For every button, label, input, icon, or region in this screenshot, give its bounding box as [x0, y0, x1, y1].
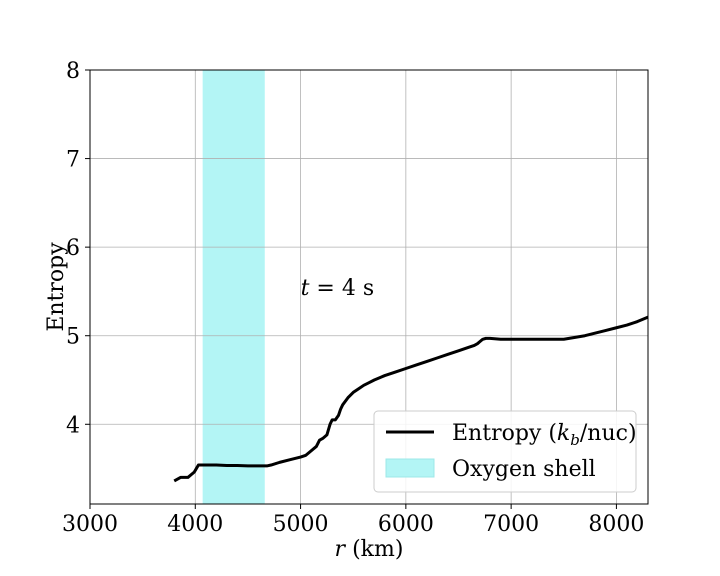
annotation-text: = 4 s	[309, 276, 374, 301]
legend-entropy-sym: k	[557, 421, 570, 446]
x-tick-label: 5000	[273, 512, 329, 537]
time-annotation: t = 4 s	[301, 276, 375, 301]
legend-box	[373, 410, 637, 493]
legend-entropy-main: Entropy (	[452, 421, 557, 446]
legend-entropy-sub: b	[570, 431, 580, 449]
y-tick-label: 5	[66, 325, 80, 350]
x-axis-label-var: r	[335, 537, 347, 562]
y-tick-label: 8	[66, 59, 80, 84]
y-axis-label: Entropy	[44, 242, 69, 332]
oxygen-shell-region	[202, 70, 265, 504]
x-tick-label: 3000	[62, 512, 118, 537]
x-tick-label: 4000	[167, 512, 223, 537]
annotation-var: t	[301, 276, 310, 301]
y-tick-label: 6	[66, 236, 80, 261]
legend: Entropy (kb/nuc) Oxygen shell	[373, 410, 637, 493]
y-tick-label: 7	[66, 148, 80, 173]
y-tick-label: 4	[66, 413, 80, 438]
y-axis-ticks: 4 5 6 7 8	[66, 59, 90, 438]
x-tick-label: 6000	[378, 512, 434, 537]
entropy-line	[173, 315, 649, 483]
legend-oxygen-label: Oxygen shell	[452, 457, 596, 482]
plot-frame	[89, 69, 649, 505]
x-axis-ticks: 3000 4000 5000 6000 7000 8000	[62, 504, 644, 537]
x-tick-label: 7000	[483, 512, 539, 537]
legend-entropy-tail: /nuc)	[580, 421, 637, 446]
series-lines	[173, 315, 649, 483]
legend-oxygen-swatch	[385, 458, 435, 478]
shaded-regions	[202, 70, 265, 504]
x-axis-label-unit: (km)	[345, 537, 403, 562]
x-tick-label: 8000	[588, 512, 644, 537]
legend-entropy-label: Entropy (kb/nuc)	[452, 421, 637, 449]
x-axis-label: r (km)	[335, 537, 404, 562]
